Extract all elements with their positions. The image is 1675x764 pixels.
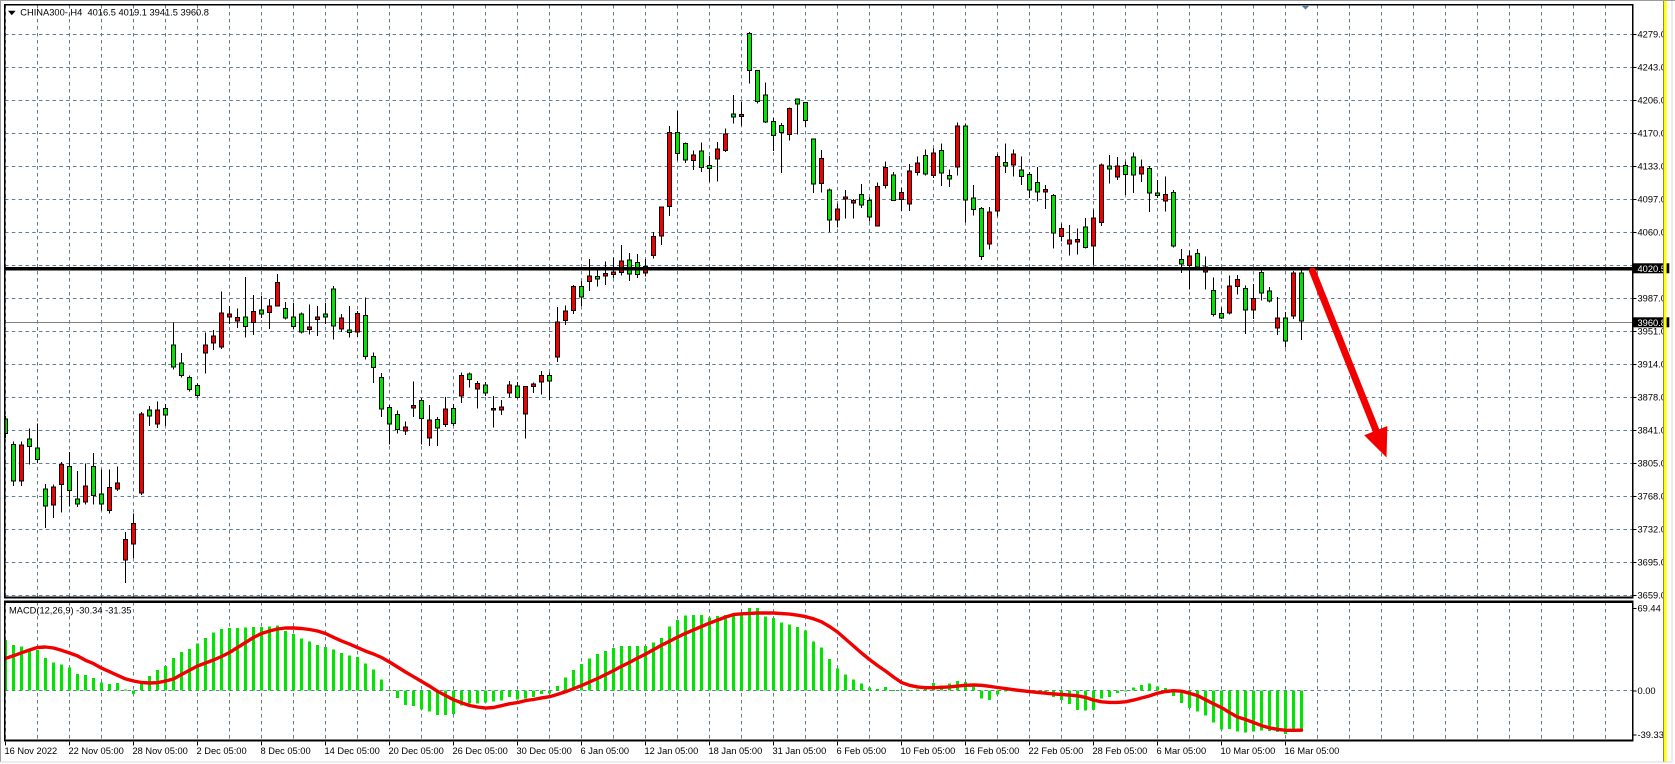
svg-text:3732.0: 3732.0	[1638, 525, 1666, 535]
svg-text:18 Jan 05:00: 18 Jan 05:00	[709, 746, 763, 756]
svg-text:0.00: 0.00	[1638, 686, 1656, 696]
svg-text:8 Dec 05:00: 8 Dec 05:00	[261, 746, 311, 756]
svg-text:22 Nov 05:00: 22 Nov 05:00	[69, 746, 124, 756]
svg-text:6 Mar 05:00: 6 Mar 05:00	[1157, 746, 1207, 756]
svg-text:-39.33: -39.33	[1638, 730, 1664, 740]
svg-text:12 Jan 05:00: 12 Jan 05:00	[645, 746, 699, 756]
svg-text:31 Jan 05:00: 31 Jan 05:00	[773, 746, 827, 756]
svg-text:28 Nov 05:00: 28 Nov 05:00	[133, 746, 188, 756]
svg-text:3805.0: 3805.0	[1638, 459, 1666, 469]
svg-text:3659.0: 3659.0	[1638, 591, 1666, 601]
svg-text:2 Dec 05:00: 2 Dec 05:00	[197, 746, 247, 756]
svg-text:CHINA300-,H4 4016.5 4019.1 39: CHINA300-,H4 4016.5 4019.1 3941.5 3960.8	[20, 8, 209, 18]
svg-text:69.44: 69.44	[1638, 604, 1661, 614]
svg-text:4097.0: 4097.0	[1638, 195, 1666, 205]
svg-text:6 Jan 05:00: 6 Jan 05:00	[581, 746, 630, 756]
svg-text:16 Feb 05:00: 16 Feb 05:00	[965, 746, 1020, 756]
svg-text:20 Dec 05:00: 20 Dec 05:00	[389, 746, 444, 756]
svg-text:4206.0: 4206.0	[1638, 96, 1666, 106]
svg-text:4060.0: 4060.0	[1638, 228, 1666, 238]
svg-text:3695.0: 3695.0	[1638, 558, 1666, 568]
svg-text:26 Dec 05:00: 26 Dec 05:00	[453, 746, 508, 756]
svg-text:3768.0: 3768.0	[1638, 492, 1666, 502]
svg-text:10 Feb 05:00: 10 Feb 05:00	[901, 746, 956, 756]
svg-text:3878.0: 3878.0	[1638, 393, 1666, 403]
svg-text:30 Dec 05:00: 30 Dec 05:00	[517, 746, 572, 756]
svg-text:4243.0: 4243.0	[1638, 63, 1666, 73]
svg-text:10 Mar 05:00: 10 Mar 05:00	[1221, 746, 1276, 756]
svg-text:3987.0: 3987.0	[1638, 294, 1666, 304]
svg-text:3960.8: 3960.8	[1638, 318, 1666, 328]
svg-text:4133.0: 4133.0	[1638, 162, 1666, 172]
svg-text:4170.0: 4170.0	[1638, 129, 1666, 139]
svg-text:4020.5: 4020.5	[1638, 264, 1666, 274]
svg-text:3841.0: 3841.0	[1638, 426, 1666, 436]
svg-text:3951.0: 3951.0	[1638, 327, 1666, 337]
svg-text:28 Feb 05:00: 28 Feb 05:00	[1093, 746, 1148, 756]
svg-text:16 Nov 2022: 16 Nov 2022	[5, 746, 58, 756]
svg-text:4279.0: 4279.0	[1638, 30, 1666, 40]
svg-text:22 Feb 05:00: 22 Feb 05:00	[1029, 746, 1084, 756]
svg-text:16 Mar 05:00: 16 Mar 05:00	[1285, 746, 1340, 756]
svg-text:6 Feb 05:00: 6 Feb 05:00	[837, 746, 887, 756]
svg-text:3914.0: 3914.0	[1638, 360, 1666, 370]
svg-text:14 Dec 05:00: 14 Dec 05:00	[325, 746, 380, 756]
svg-text:MACD(12,26,9) -30.34 -31.35: MACD(12,26,9) -30.34 -31.35	[9, 606, 131, 616]
